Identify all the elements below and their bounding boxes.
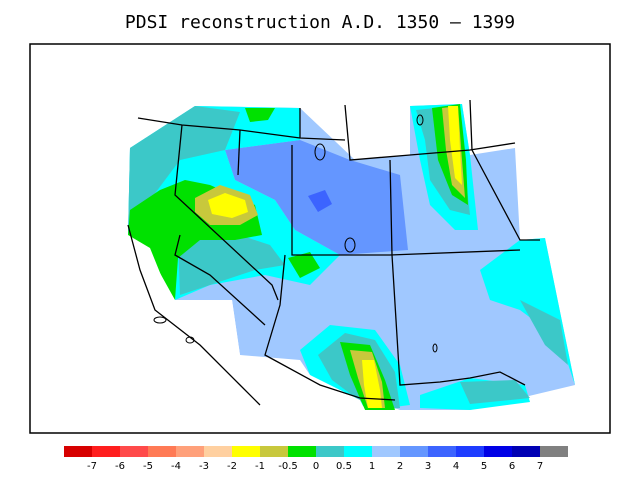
state-boundaries — [127, 99, 540, 406]
field-class05-sb — [460, 380, 530, 404]
legend-swatch — [176, 446, 204, 457]
legend-swatch — [484, 446, 512, 457]
legend-label: 6 — [509, 461, 515, 472]
legend-swatch — [204, 446, 232, 457]
lakes — [153, 114, 438, 353]
legend-swatch — [120, 446, 148, 457]
map-frame — [29, 43, 611, 434]
legend-label: 7 — [537, 461, 543, 472]
legend-swatch — [400, 446, 428, 457]
legend-label: 0.5 — [336, 461, 352, 472]
legend-swatch — [372, 446, 400, 457]
legend-label: 0 — [313, 461, 319, 472]
mask-pacific — [120, 235, 365, 410]
legend-label: 4 — [453, 461, 459, 472]
legend-swatch — [456, 446, 484, 457]
legend-label: -4 — [171, 461, 181, 472]
legend-swatch — [232, 446, 260, 457]
legend-label: -7 — [87, 461, 97, 472]
legend-swatch — [64, 446, 92, 457]
field-class0-mid — [288, 252, 320, 278]
legend-label: -3 — [199, 461, 209, 472]
legend-label: -2 — [227, 461, 237, 472]
field-classm1-west — [208, 193, 248, 218]
legend-label: -6 — [115, 461, 125, 472]
legend-label: 2 — [397, 461, 403, 472]
legend-swatch — [540, 446, 568, 457]
legend-label: 5 — [481, 461, 487, 472]
field-classm1-south — [362, 360, 382, 408]
legend-swatch — [92, 446, 120, 457]
legend-swatch — [316, 446, 344, 457]
legend-swatch — [512, 446, 540, 457]
legend-label: -0.5 — [278, 461, 298, 472]
legend-label: 1 — [369, 461, 375, 472]
legend-swatch — [428, 446, 456, 457]
field-class0-top — [245, 108, 275, 122]
field-class05-west — [128, 106, 240, 235]
legend-label: -5 — [143, 461, 153, 472]
map-title: PDSI reconstruction A.D. 1350 – 1399 — [124, 12, 516, 33]
legend-swatch — [148, 446, 176, 457]
legend-swatch — [288, 446, 316, 457]
field-class05-se — [520, 300, 568, 365]
legend-label: -1 — [255, 461, 265, 472]
legend-swatch — [344, 446, 372, 457]
legend-label: 3 — [425, 461, 431, 472]
field-class4-patch — [308, 190, 332, 212]
legend-swatch — [260, 446, 288, 457]
field-classm1-ne — [448, 106, 462, 185]
